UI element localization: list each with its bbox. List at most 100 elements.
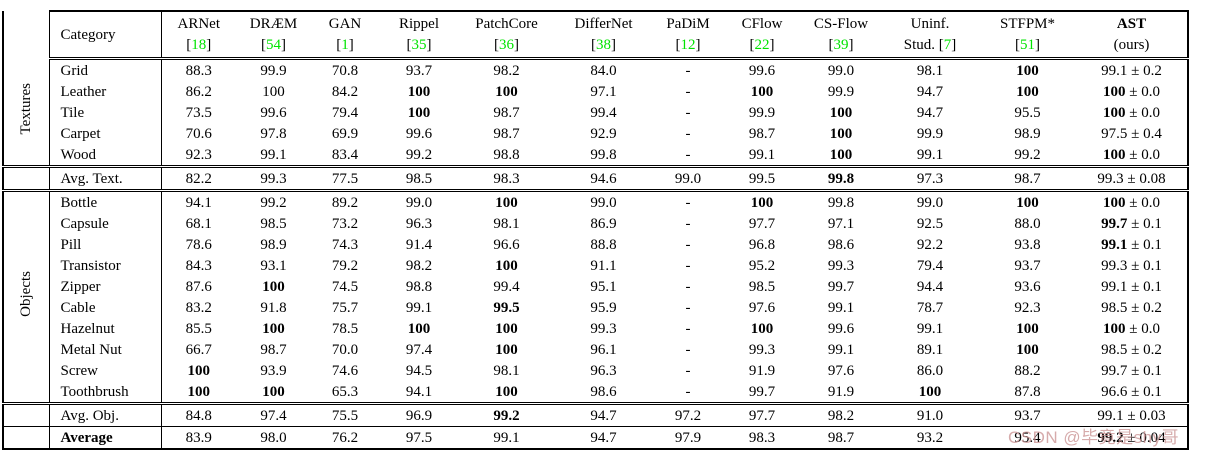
value-cell: -: [685, 146, 691, 163]
citation-number: 51: [1020, 36, 1035, 53]
value-cell: 99.2: [260, 194, 287, 211]
value-cell: 98.5 ± 0.2: [1076, 297, 1189, 318]
value-cell: 86.9: [590, 215, 617, 232]
group-column-header: [2, 11, 49, 59]
value-cell: 97.5 ± 0.4: [1076, 123, 1189, 144]
value-cell: -: [685, 278, 691, 295]
value-cell: 98.9: [1014, 125, 1041, 142]
value-cell: 86.0: [916, 362, 944, 379]
value-cell: 78.5: [331, 320, 359, 337]
value-cell: 99.1: [748, 146, 776, 163]
value-cell: 79.4: [331, 104, 359, 121]
value-cell: 100: [1016, 341, 1039, 358]
value-cell: 73.2: [331, 215, 359, 232]
value-cell: -: [685, 83, 691, 100]
value-cell: 99.3: [590, 320, 617, 337]
value-cell: 100: [495, 383, 518, 400]
method-citation: [35]: [406, 36, 432, 53]
value-cell: 100: [262, 278, 285, 295]
value-cell: 100: [495, 83, 518, 100]
value-cell: 91.4: [405, 236, 433, 253]
method-name: DRÆM: [249, 15, 298, 32]
value-cell: 100 ± 0.0: [1076, 190, 1189, 213]
table-row: Avg. Text. 82.2 99.3 77.5 98.5 98.3 94.6 99.0 99…: [2, 165, 1189, 192]
value-cell: 70.8: [331, 62, 359, 79]
value-cell: 97.4: [405, 341, 433, 358]
value-cell: 74.6: [331, 362, 359, 379]
value-cell: 98.2: [801, 402, 881, 427]
value-cell: 98.0: [236, 426, 311, 450]
value-cell: 65.3: [331, 383, 359, 400]
column-header: Uninf. Stud. [7]: [881, 10, 979, 60]
value-cell: 100: [750, 83, 774, 100]
method-citation: Stud. [7]: [903, 36, 957, 53]
method-name: Uninf.: [910, 15, 950, 32]
value-cell: 100: [1016, 194, 1039, 211]
value-cell: 100 ± 0.0: [1076, 144, 1189, 167]
value-cell: 92.9: [590, 125, 617, 142]
value-cell: 94.7: [554, 426, 653, 450]
value-cell: 70.6: [185, 125, 212, 142]
value-cell: 77.5: [311, 165, 379, 192]
value-cell: 98.9: [260, 236, 287, 253]
value-cell: 100: [829, 125, 853, 142]
value-cell: 66.7: [185, 341, 212, 358]
row-label: Screw: [48, 360, 162, 381]
citation-number: 22: [754, 36, 770, 53]
value-cell: 99.2: [1014, 146, 1041, 163]
row-label: Carpet: [48, 123, 162, 144]
value-cell: 99.0: [653, 165, 723, 192]
row-label: Bottle: [48, 190, 162, 213]
value-cell: 88.2: [1014, 362, 1041, 379]
value-cell: 97.1: [590, 83, 617, 100]
value-cell: 95.5: [1014, 104, 1041, 121]
value-cell: 99.5: [723, 165, 801, 192]
group-column-spacer: [2, 426, 49, 450]
rotated-group-label: Textures: [18, 83, 35, 135]
value-cell: 88.8: [590, 236, 617, 253]
value-cell: 94.7: [916, 104, 944, 121]
value-cell: 100: [407, 83, 431, 100]
value-cell: 82.2: [161, 165, 236, 192]
value-cell: 99.8: [827, 194, 855, 211]
value-cell: 97.7: [748, 215, 776, 232]
value-cell: 98.3: [459, 165, 554, 192]
value-cell: 100: [1016, 83, 1039, 100]
citation-number: 35: [411, 36, 427, 53]
citation-number: 54: [266, 36, 281, 53]
value-cell: 99.2: [405, 146, 433, 163]
column-header: DifferNet [38]: [554, 10, 653, 60]
value-cell: 99.0: [590, 194, 617, 211]
value-cell: -: [685, 104, 691, 121]
method-name: PaDiM: [666, 15, 710, 32]
value-cell: 87.6: [185, 278, 212, 295]
method-citation: [54]: [261, 36, 286, 53]
method-name: STFPM*: [999, 15, 1056, 32]
value-cell: 83.4: [331, 146, 359, 163]
value-cell: 99.1: [405, 299, 433, 316]
value-cell: 98.3: [723, 426, 801, 450]
row-label: Tile: [48, 102, 162, 123]
value-cell: 99.1 ± 0.1: [1076, 276, 1189, 297]
value-cell: 69.9: [331, 125, 359, 142]
column-header: DRÆM [54]: [236, 10, 311, 60]
value-cell: -: [685, 236, 691, 253]
row-label: Pill: [48, 234, 162, 255]
value-cell: 98.5 ± 0.2: [1076, 339, 1189, 360]
value-cell: 98.7: [801, 426, 881, 450]
column-header: GAN [1]: [311, 10, 379, 60]
table-row: Screw 100 93.9 74.6 94.5 98.1 96.3 - 91.9 97.6 86.…: [3, 360, 1189, 381]
method-name: CFlow: [741, 15, 783, 32]
value-cell: 98.1: [916, 62, 944, 79]
value-cell: 98.8: [405, 278, 433, 295]
value-cell: 78.6: [185, 236, 212, 253]
value-cell: 99.3 ± 0.1: [1076, 255, 1189, 276]
group-label-objects: Objects: [2, 190, 49, 404]
table-row: Toothbrush 100 100 65.3 94.1 100 98.6 - 99.7 91.9…: [3, 381, 1189, 404]
value-cell: -: [685, 125, 691, 142]
value-cell: 84.3: [185, 257, 212, 274]
value-cell: -: [685, 383, 691, 400]
table-row: Carpet 70.6 97.8 69.9 99.6 98.7 92.9 - 98.7 100 99…: [3, 123, 1189, 144]
method-citation: [12]: [675, 36, 701, 53]
value-cell: 100: [918, 383, 942, 400]
